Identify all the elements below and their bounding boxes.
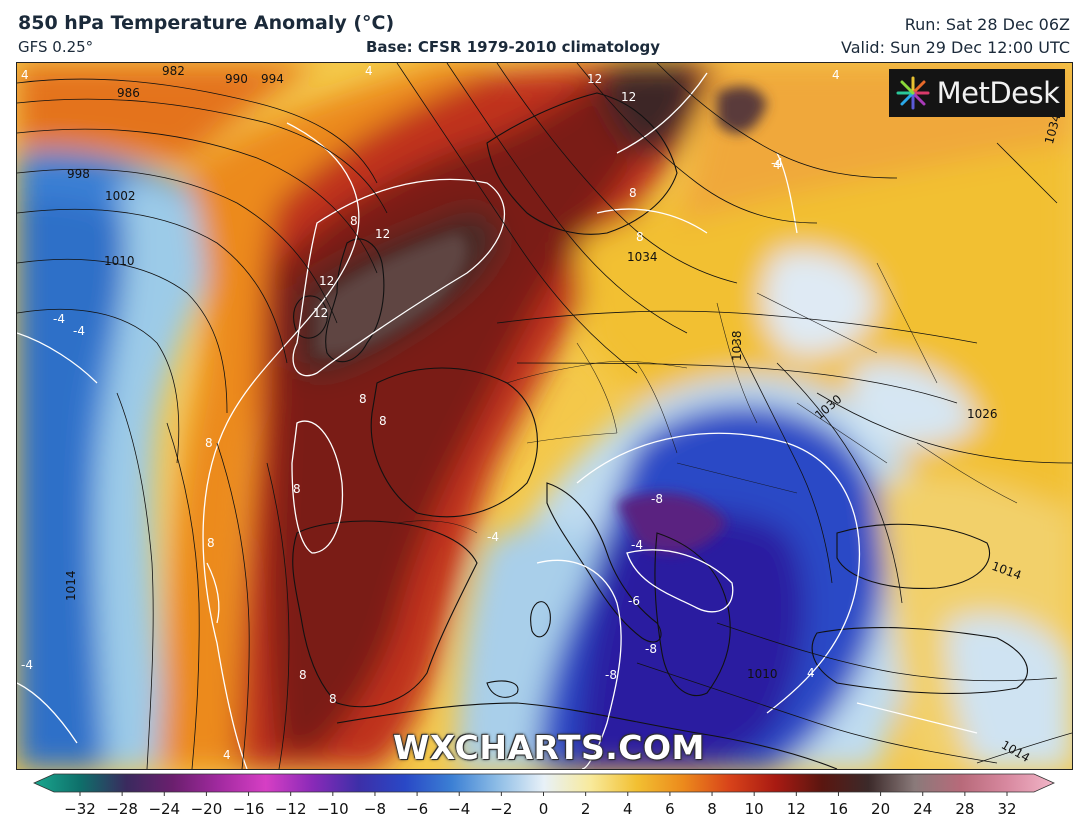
anomaly-label: 8 xyxy=(359,392,367,406)
colorbar-tick-label: −32 xyxy=(64,800,96,818)
colorbar-tick-label: −10 xyxy=(317,800,349,818)
colorbar-tick-label: 6 xyxy=(665,800,675,818)
valid-time-label: Valid: Sun 29 Dec 12:00 UTC xyxy=(841,38,1070,57)
anomaly-map[interactable]: 982 986 990 994 998 1002 1010 1014 1034 … xyxy=(16,62,1073,770)
colorbar-tick-label: −8 xyxy=(364,800,386,818)
isobar-label: 1010 xyxy=(104,254,135,268)
anomaly-label: -8 xyxy=(605,668,617,682)
map-canvas: 982 986 990 994 998 1002 1010 1014 1034 … xyxy=(17,63,1072,769)
colorbar-tick-label: 8 xyxy=(707,800,717,818)
colorbar-tick-label: 32 xyxy=(997,800,1016,818)
model-label: GFS 0.25° xyxy=(18,38,94,56)
colorbar-ticks: −32 −28 −24 −20 −16 −12 −10 −8 −6 −4 −2 0 2 4 6 8 10 12 16… xyxy=(64,792,1017,818)
anomaly-label: 12 xyxy=(313,306,328,320)
anomaly-label: 4 xyxy=(807,666,815,680)
anomaly-label: -4 xyxy=(631,538,643,552)
chart-title: 850 hPa Temperature Anomaly (°C) xyxy=(18,12,395,34)
anomaly-label: 12 xyxy=(375,227,390,241)
anomaly-label: -4 xyxy=(21,658,33,672)
colorbar-tick-label: −12 xyxy=(275,800,307,818)
metdesk-star-icon xyxy=(896,76,930,110)
metdesk-logo-text: MetDesk xyxy=(936,76,1060,110)
isobar-label: 1034 xyxy=(627,250,658,264)
anomaly-label: 8 xyxy=(379,414,387,428)
anomaly-label: 4 xyxy=(832,68,840,82)
metdesk-logo: MetDesk xyxy=(889,69,1065,117)
colorbar-tick-label: 12 xyxy=(787,800,806,818)
colorbar-tick-label: −24 xyxy=(148,800,180,818)
colorbar-tick-label: −20 xyxy=(191,800,223,818)
anomaly-label: 8 xyxy=(293,482,301,496)
anomaly-label: 8 xyxy=(629,186,637,200)
isobar-label: 990 xyxy=(225,72,248,86)
isobar-label: 1002 xyxy=(105,189,136,203)
run-time-label: Run: Sat 28 Dec 06Z xyxy=(904,15,1070,34)
anomaly-label: 8 xyxy=(636,230,644,244)
isobar-label: 1014 xyxy=(64,570,78,601)
anomaly-label: 4 xyxy=(365,64,373,78)
colorbar-bar xyxy=(33,773,1055,793)
anomaly-label: -4 xyxy=(73,324,85,338)
anomaly-label: 12 xyxy=(587,72,602,86)
isobar-label: 1026 xyxy=(967,407,998,421)
colorbar-tick-label: −16 xyxy=(233,800,265,818)
isobar-label: 1038 xyxy=(730,330,744,361)
anomaly-label: 12 xyxy=(319,274,334,288)
colorbar-tick-label: 28 xyxy=(955,800,974,818)
colorbar: −32 −28 −24 −20 −16 −12 −10 −8 −6 −4 −2 0 2 4 6 8 10 12 16… xyxy=(33,773,1055,818)
colorbar-tick-label: 4 xyxy=(623,800,633,818)
anomaly-label: 8 xyxy=(329,692,337,706)
anomaly-cores xyxy=(317,86,767,554)
anomaly-label: 8 xyxy=(350,214,358,228)
anomaly-label: -8 xyxy=(645,642,657,656)
coastlines xyxy=(292,92,1028,769)
anomaly-label: -6 xyxy=(628,594,640,608)
colorbar-tick-label: −2 xyxy=(490,800,512,818)
isobar-label: 1010 xyxy=(747,667,778,681)
isobar-label: 982 xyxy=(162,64,185,78)
anomaly-labels: 4 4 4 4 12 12 8 8 8 12 12 12 -4 -4 8 8 8… xyxy=(21,64,840,762)
anomaly-label: 8 xyxy=(207,536,215,550)
colorbar-tick-label: −28 xyxy=(106,800,138,818)
anomaly-label: 4 xyxy=(223,748,231,762)
isobars xyxy=(17,63,1072,769)
anomaly-label: -4 xyxy=(771,156,783,170)
anomaly-contours xyxy=(17,72,978,769)
colorbar-tick-label: −4 xyxy=(448,800,470,818)
colorbar-tick-label: 20 xyxy=(871,800,890,818)
anomaly-label: -4 xyxy=(53,312,65,326)
colorbar-tick-label: 0 xyxy=(539,800,549,818)
anomaly-label: 4 xyxy=(21,68,29,82)
anomaly-label: 8 xyxy=(299,668,307,682)
anomaly-label: -8 xyxy=(651,492,663,506)
climatology-base-label: Base: CFSR 1979-2010 climatology xyxy=(366,38,661,56)
colorbar-tick-label: 16 xyxy=(829,800,848,818)
isobar-label: 998 xyxy=(67,167,90,181)
anomaly-label: 12 xyxy=(621,90,636,104)
colorbar-tick-label: 24 xyxy=(913,800,932,818)
colorbar-tick-label: 2 xyxy=(581,800,591,818)
anomaly-label: 4 xyxy=(773,158,781,172)
anomaly-label: -4 xyxy=(487,530,499,544)
isobar-label: 986 xyxy=(117,86,140,100)
colorbar-tick-label: 10 xyxy=(745,800,764,818)
anomaly-label: 8 xyxy=(205,436,213,450)
colorbar-tick-label: −6 xyxy=(406,800,428,818)
wxcharts-watermark: WXCHARTS.COM xyxy=(393,728,705,767)
isobar-label: 994 xyxy=(261,72,284,86)
